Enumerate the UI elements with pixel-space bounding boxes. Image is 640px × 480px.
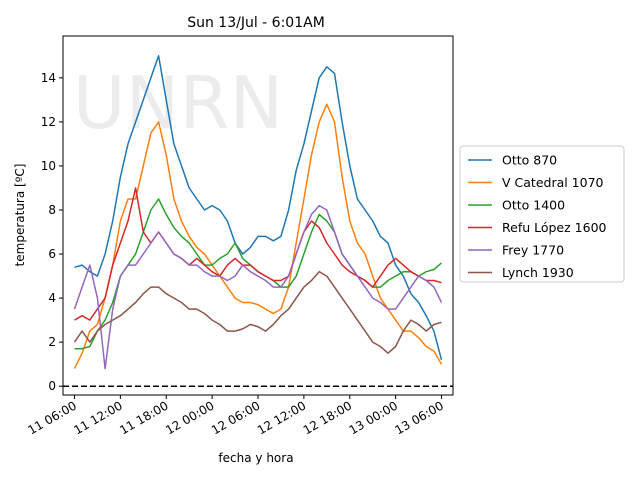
- y-tick-label: 6: [48, 247, 56, 261]
- x-tick-label: 13 00:00: [347, 398, 400, 437]
- chart-title: Sun 13/Jul - 6:01AM: [187, 15, 325, 31]
- legend-box: [459, 145, 625, 283]
- y-axis-label: temperatura [ºC]: [13, 164, 27, 267]
- x-axis-label: fecha y hora: [218, 451, 293, 465]
- legend-label: Otto 870: [502, 153, 557, 168]
- legend-label: V Catedral 1070: [502, 175, 604, 190]
- legend-label: Frey 1770: [502, 243, 564, 258]
- y-tick-label: 8: [48, 203, 56, 217]
- series-line-3: [74, 187, 442, 321]
- x-tick-label: 12 18:00: [301, 398, 354, 437]
- y-tick-label: 0: [48, 379, 56, 393]
- x-tick-label: 12 06:00: [209, 398, 262, 437]
- watermark: UNRN: [73, 61, 283, 145]
- y-tick-label: 2: [48, 335, 56, 349]
- x-tick-label: 13 06:00: [393, 398, 446, 437]
- legend-label: Refu López 1600: [502, 220, 607, 235]
- legend-label: Lynch 1930: [502, 265, 574, 280]
- legend: Otto 870 V Catedral 1070 Otto 1400 Refu Lóp…: [459, 145, 625, 283]
- y-axis: 0 2 4 6 8 10 12 14: [41, 71, 63, 393]
- y-tick-label: 4: [48, 291, 56, 305]
- y-tick-label: 12: [41, 115, 56, 129]
- plot-area: [63, 55, 453, 387]
- x-tick-label: 11 18:00: [117, 398, 170, 437]
- legend-label: Otto 1400: [502, 198, 565, 213]
- series-line-4: [73, 204, 443, 370]
- y-tick-label: 14: [41, 71, 56, 85]
- x-tick-label: 12 00:00: [163, 398, 216, 437]
- x-tick-label: 11 12:00: [71, 398, 124, 437]
- x-tick-label: 11 06:00: [25, 398, 78, 437]
- y-tick-label: 10: [41, 159, 56, 173]
- x-tick-label: 12 12:00: [255, 398, 308, 437]
- series-line-0: [74, 55, 443, 360]
- series-line-5: [73, 270, 442, 354]
- series-line-1: [73, 103, 443, 369]
